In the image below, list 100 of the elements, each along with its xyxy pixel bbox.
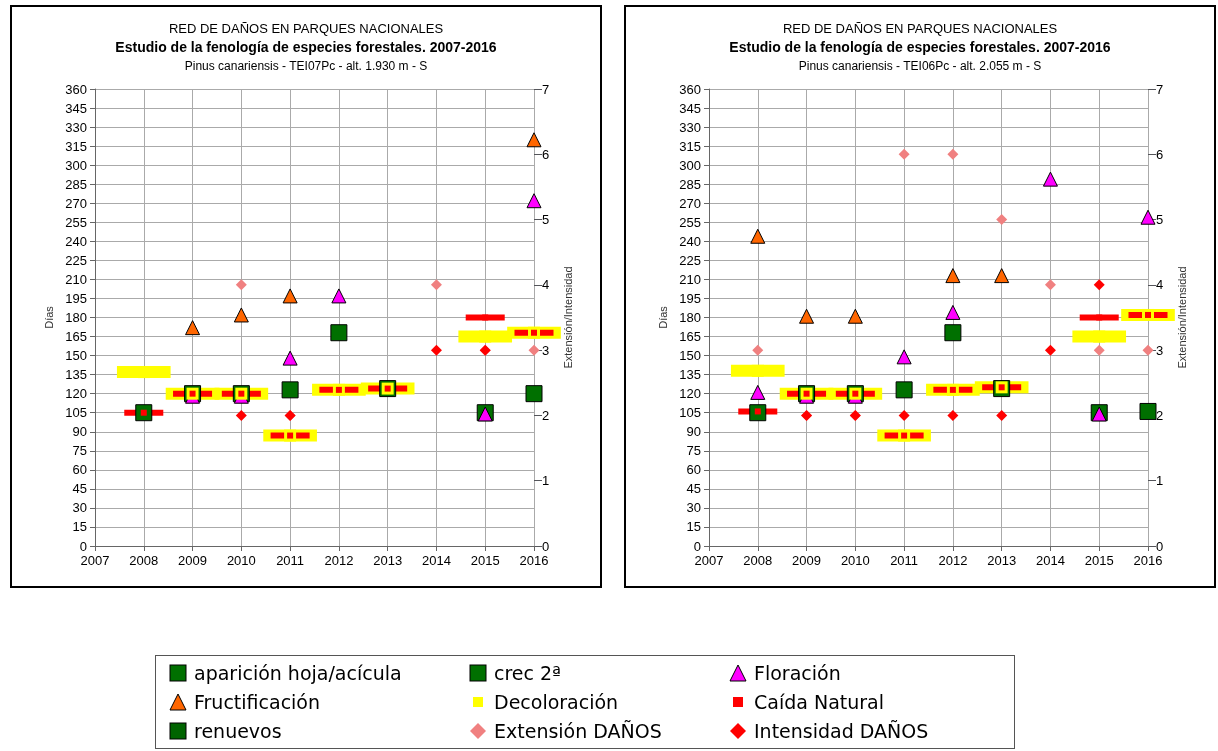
y-tick-label: 270 <box>679 195 701 211</box>
y-tick-label: 75 <box>72 443 87 459</box>
legend-label: renuevos <box>194 720 282 743</box>
x-tick-label: 2008 <box>743 553 773 568</box>
text: Pinus canariensis - TEI07Pc - alt. 1.930 m - S <box>184 59 428 73</box>
y2-tick-label: 2 <box>1156 407 1164 423</box>
y-tick-label: 75 <box>686 443 701 459</box>
legend-label: Decoloración <box>494 690 619 713</box>
y-tick-label: 30 <box>686 500 701 516</box>
y-axis-title: Días <box>42 305 55 329</box>
y-tick-label: 45 <box>72 481 87 497</box>
legend-label: aparición hoja/acícula <box>194 661 402 684</box>
y-axis-title: Días <box>656 305 669 329</box>
y-tick-label: 330 <box>65 119 87 135</box>
legend-label: Extensión DAÑOS <box>494 720 662 743</box>
y-tick-label: 15 <box>72 519 87 535</box>
y-tick-label: 60 <box>72 462 87 478</box>
y-tick-label: 180 <box>679 310 701 325</box>
y-tick-label: 255 <box>679 214 701 230</box>
y-tick-label: 255 <box>65 214 87 230</box>
legend-label: Fructificación <box>194 690 321 713</box>
y-tick-label: 330 <box>679 119 701 135</box>
y2-tick-label: 6 <box>542 146 550 162</box>
y2-tick-label: 5 <box>1156 212 1164 228</box>
y2-tick-label: 7 <box>542 81 550 97</box>
y-tick-label: 345 <box>65 100 87 116</box>
chart-title: RED DE DAÑOS EN PARQUES NACIONALES <box>168 21 444 36</box>
y-tick-label: 60 <box>686 462 701 478</box>
y-tick-label: 90 <box>72 424 87 440</box>
y2-tick-label: 0 <box>542 538 550 554</box>
y-tick-label: 225 <box>679 252 701 268</box>
y-tick-label: 345 <box>679 100 701 116</box>
y-tick-label: 150 <box>65 348 87 364</box>
x-tick-label: 2010 <box>840 553 870 568</box>
y-tick-label: 270 <box>65 195 87 211</box>
y-tick-label: 210 <box>65 271 87 287</box>
x-tick-label: 2013 <box>373 553 403 568</box>
y2-tick-label: 7 <box>1156 81 1164 97</box>
x-tick-label: 2009 <box>178 553 208 568</box>
y-tick-label: 120 <box>65 386 87 402</box>
y-tick-label: 135 <box>679 367 701 383</box>
y-tick-label: 165 <box>679 329 701 345</box>
text: Pinus canariensis - TEI06Pc - alt. 2.055 m - S <box>798 59 1042 73</box>
y-tick-label: 30 <box>72 500 87 516</box>
x-tick-label: 2007 <box>80 553 110 568</box>
x-tick-label: 2013 <box>987 553 1017 568</box>
y-tick-label: 195 <box>65 290 87 306</box>
x-tick-label: 2012 <box>938 553 968 568</box>
x-tick-label: 2015 <box>470 553 500 568</box>
chart-subtitle: Estudio de la fenología de especies forestales. 2007-2016 <box>115 39 497 55</box>
x-tick-label: 2012 <box>324 553 354 568</box>
y-tick-label: 105 <box>679 405 701 421</box>
y-tick-label: 360 <box>65 81 87 97</box>
x-tick-label: 2014 <box>1035 553 1065 568</box>
y-tick-label: 0 <box>693 538 701 554</box>
y-tick-label: 195 <box>679 290 701 306</box>
legend-label: Floración <box>754 661 841 684</box>
y2-tick-label: 4 <box>1156 277 1164 293</box>
y2-tick-label: 3 <box>1156 342 1164 358</box>
y-tick-label: 120 <box>679 386 701 402</box>
x-tick-label: 2015 <box>1084 553 1114 568</box>
chart-title: RED DE DAÑOS EN PARQUES NACIONALES <box>782 21 1058 36</box>
x-tick-label: 2009 <box>792 553 822 568</box>
x-tick-label: 2007 <box>694 553 724 568</box>
legend-label: Caída Natural <box>754 690 885 713</box>
y-tick-label: 315 <box>679 138 701 154</box>
y2-axis-title: Extensión/Intensidad <box>1175 266 1188 369</box>
y2-tick-label: 5 <box>542 212 550 228</box>
y-tick-label: 165 <box>65 329 87 345</box>
x-tick-label: 2010 <box>226 553 256 568</box>
y-tick-label: 90 <box>686 424 701 440</box>
y-tick-label: 210 <box>679 271 701 287</box>
x-tick-label: 2016 <box>1133 553 1163 568</box>
y-tick-label: 240 <box>679 233 701 249</box>
y-tick-label: 285 <box>679 176 701 192</box>
y2-tick-label: 2 <box>542 407 550 423</box>
x-tick-label: 2011 <box>276 553 305 568</box>
y-tick-label: 315 <box>65 138 87 154</box>
x-tick-label: 2016 <box>519 553 549 568</box>
y-tick-label: 300 <box>679 157 701 173</box>
y2-tick-label: 1 <box>1156 473 1164 489</box>
y2-tick-label: 4 <box>542 277 550 293</box>
y2-axis-title: Extensión/Intensidad <box>561 266 574 369</box>
y-tick-label: 105 <box>65 405 87 421</box>
y-tick-label: 300 <box>65 157 87 173</box>
y-tick-label: 240 <box>65 233 87 249</box>
x-tick-label: 2011 <box>890 553 919 568</box>
y-tick-label: 285 <box>65 176 87 192</box>
y2-tick-label: 6 <box>1156 146 1164 162</box>
y-tick-label: 180 <box>65 310 87 325</box>
y2-tick-label: 1 <box>542 473 550 489</box>
x-tick-label: 2014 <box>421 553 451 568</box>
y-tick-label: 15 <box>686 519 701 535</box>
x-tick-label: 2008 <box>129 553 159 568</box>
y-tick-label: 135 <box>65 367 87 383</box>
y-tick-label: 225 <box>65 252 87 268</box>
y-tick-label: 45 <box>686 481 701 497</box>
y-tick-label: 360 <box>679 81 701 97</box>
y2-tick-label: 0 <box>1156 538 1164 554</box>
y-tick-label: 150 <box>679 348 701 364</box>
